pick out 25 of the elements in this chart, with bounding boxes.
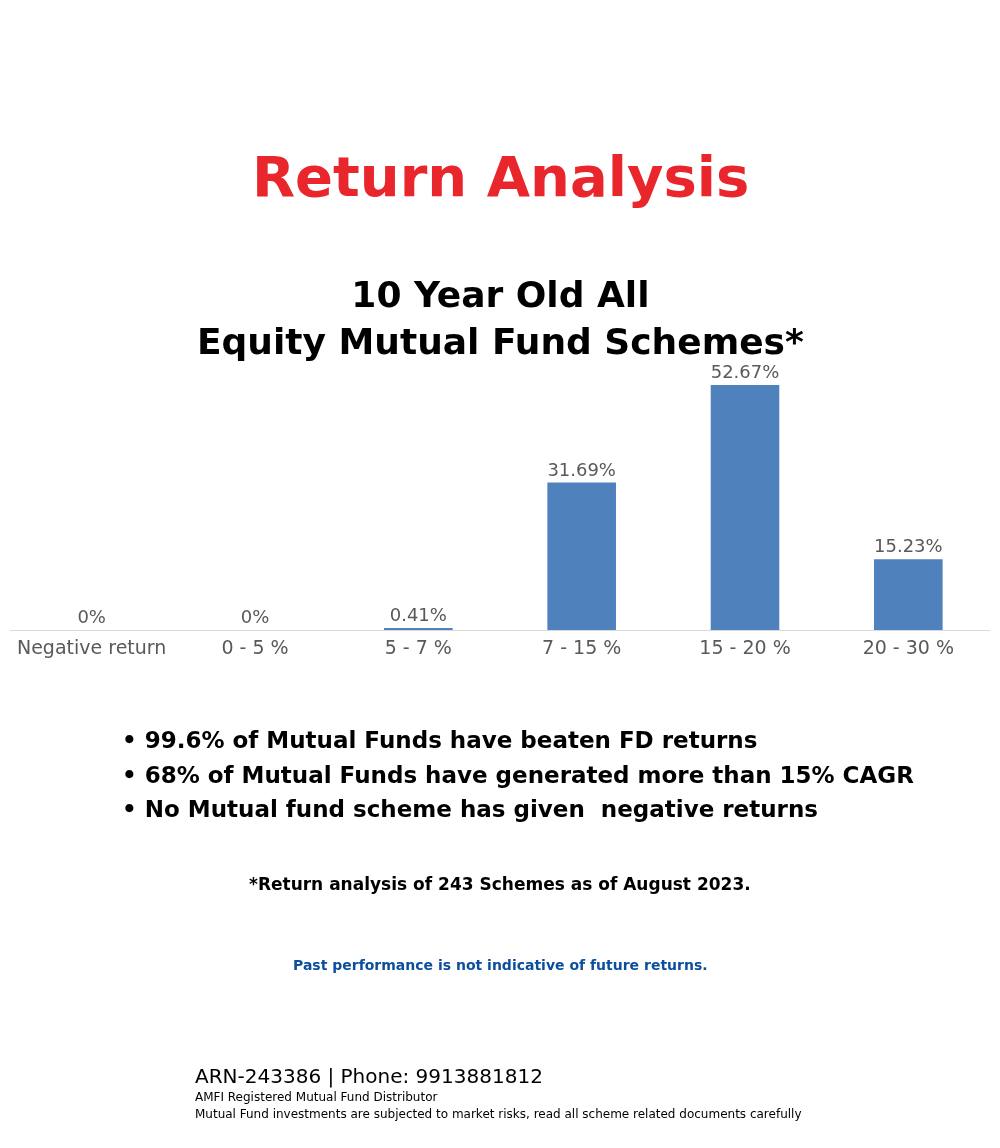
data-label: 0% bbox=[77, 606, 106, 627]
data-label: 0% bbox=[240, 606, 270, 627]
x-tick-label: 20 - 30 % bbox=[862, 635, 955, 658]
text: • 99.6% of Mutual Funds have beaten FD returns bbox=[122, 727, 758, 753]
bar bbox=[710, 385, 780, 630]
text: *Return analysis of 243 Schemes as of August 2023. bbox=[249, 874, 751, 894]
x-tick-label: 5 - 7 % bbox=[384, 635, 452, 658]
chart-title: Return Analysis bbox=[252, 144, 750, 209]
x-tick-label: 15 - 20 % bbox=[699, 635, 791, 658]
data-label: 31.69% bbox=[547, 458, 616, 480]
data-label: 15.23% bbox=[874, 535, 943, 557]
chart-subtitle: 10 Year Old All Equity Mutual Fund Schemes* bbox=[197, 274, 805, 362]
x-tick-label: 7 - 15 % bbox=[542, 635, 622, 658]
bar bbox=[874, 559, 943, 630]
data-label: 52.67% bbox=[710, 361, 780, 382]
text: • No Mutual fund scheme has given negative returns bbox=[122, 796, 818, 822]
text: • 68% of Mutual Funds have generated more than 15% CAGR bbox=[122, 762, 915, 788]
data-label: 0.41% bbox=[389, 604, 447, 625]
text: Past performance is not indicative of future returns. bbox=[293, 957, 708, 973]
x-tick-label: Negative return bbox=[16, 635, 167, 658]
x-tick-label: 0 - 5 % bbox=[221, 635, 289, 658]
text: ARN-243386 | Phone: 9913881812 bbox=[195, 1064, 543, 1088]
bar bbox=[547, 482, 616, 630]
text: AMFI Registered Mutual Fund Distributor bbox=[195, 1090, 438, 1104]
text: Mutual Fund investments are subjected to market risks, read all scheme related documents carefully bbox=[195, 1107, 802, 1121]
